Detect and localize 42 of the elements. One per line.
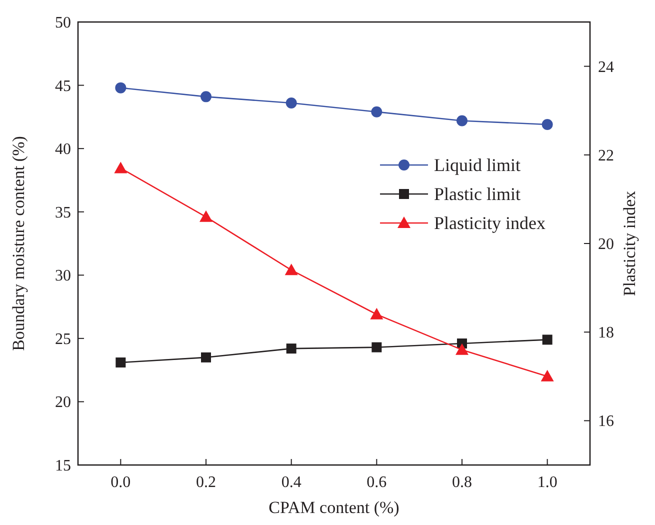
point [370,308,384,320]
x-tick-label: 0.4 [281,474,302,491]
y-tick-label: 20 [55,394,71,412]
legend-label: Plastic limit [434,184,521,204]
y2-tick-label: 22 [598,147,614,164]
y2-tick-label: 16 [598,413,614,430]
y-tick-label: 45 [55,78,71,95]
x-tick-label: 0.0 [110,474,131,491]
legend-label: Plasticity index [434,213,546,233]
point [200,91,212,102]
point [542,334,552,345]
point [371,106,382,118]
x-tick-label: 1.0 [537,474,558,491]
y-tick-label: 40 [55,141,71,158]
point [286,344,296,354]
point [540,370,554,382]
point [201,352,211,362]
y-tick-label: 35 [55,204,71,222]
point [372,342,382,352]
x-tick-label: 0.2 [196,474,216,491]
point [114,162,128,174]
x-axis-title: CPAM content (%) [268,498,400,517]
point [284,264,298,276]
point [200,210,212,222]
y-tick-label: 15 [55,458,71,474]
point [115,82,126,94]
y2-tick-label: 20 [598,236,614,253]
y-tick-label: 50 [55,14,71,32]
y2-tick-label: 24 [598,58,614,76]
point [456,115,468,126]
x-tick-label: 0.6 [366,474,387,491]
y2-axis-title: Plasticity index [620,190,639,296]
y2-tick-label: 18 [598,324,614,342]
x-tick-label: 0.8 [452,474,472,491]
y-tick-label: 25 [55,330,71,348]
y-tick-label: 30 [55,268,71,285]
point [542,119,553,130]
y-axis-title: Boundary moisture content (%) [9,136,28,351]
legend-label: Liquid limit [434,155,521,175]
point [116,357,126,368]
point [286,98,297,109]
point [456,343,468,355]
